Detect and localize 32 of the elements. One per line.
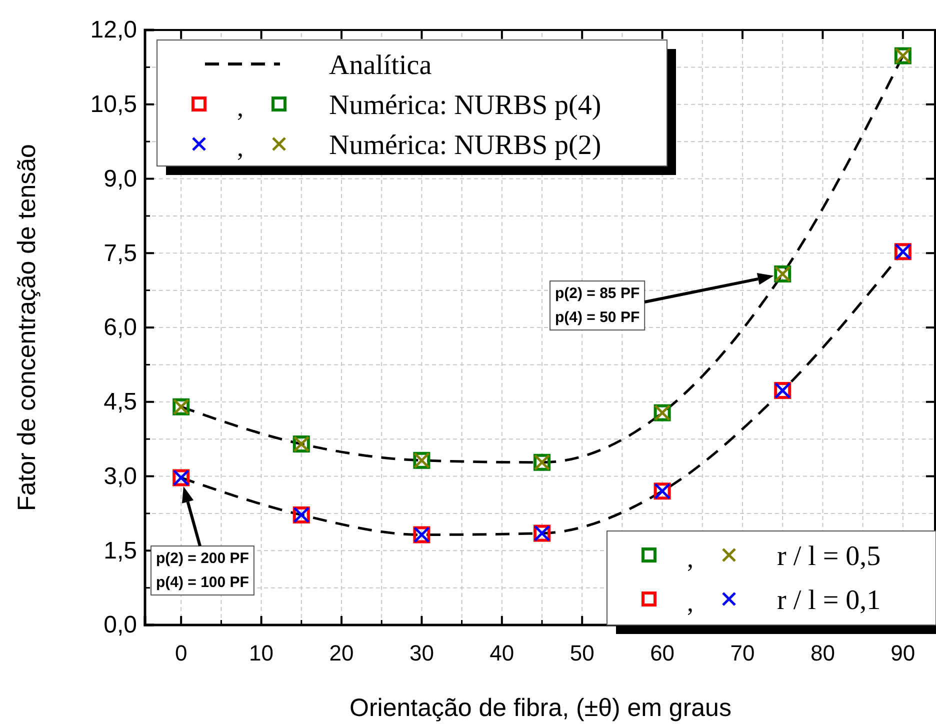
x-tick-label: 70 <box>730 640 755 666</box>
x-tick-label: 0 <box>174 640 188 666</box>
x-tick-label: 90 <box>890 640 916 666</box>
text: , <box>687 588 694 617</box>
x-axis-title: Orientação de fibra, (±θ) em graus <box>350 694 732 722</box>
annotation: p(2) = 200 PF p(4) = 100 PF <box>156 550 249 591</box>
x-tick-label: 60 <box>650 640 675 666</box>
annotation: r / l = 0,5 <box>777 541 881 572</box>
y-tick-label: 1,5 <box>104 537 137 564</box>
y-tick-label: 7,5 <box>104 240 137 267</box>
x-tick-label: 50 <box>570 640 594 666</box>
x-tick-label: 80 <box>810 640 835 666</box>
legend-label: Numérica: NURBS p(2) <box>329 130 602 161</box>
x-tick-label: 10 <box>249 640 274 666</box>
y-axis-title: Fator de concentração de tensão <box>13 144 41 511</box>
y-tick-label: 0,0 <box>104 612 137 639</box>
y-tick-label: 9,0 <box>104 165 137 192</box>
x-tick-label: 30 <box>409 640 434 666</box>
legend-label: Analítica <box>329 50 432 81</box>
annotation: , <box>237 93 244 122</box>
annotation: r / l = 0,1 <box>777 585 881 616</box>
legend-label: Numérica: NURBS p(4) <box>329 90 602 121</box>
x-tick-label: 40 <box>490 640 514 666</box>
y-tick-label: 3,0 <box>104 462 137 490</box>
annotation: p(2) = 85 PF p(4) = 50 PF <box>555 285 640 326</box>
x-tick-label: 20 <box>329 640 354 666</box>
y-tick-label: 12,0 <box>90 16 137 44</box>
y-tick-label: 10,5 <box>90 91 137 118</box>
text: , <box>237 133 244 162</box>
y-tick-label: 4,5 <box>104 388 137 416</box>
y-tick-label: 6,0 <box>104 314 137 342</box>
text: , <box>687 544 694 573</box>
